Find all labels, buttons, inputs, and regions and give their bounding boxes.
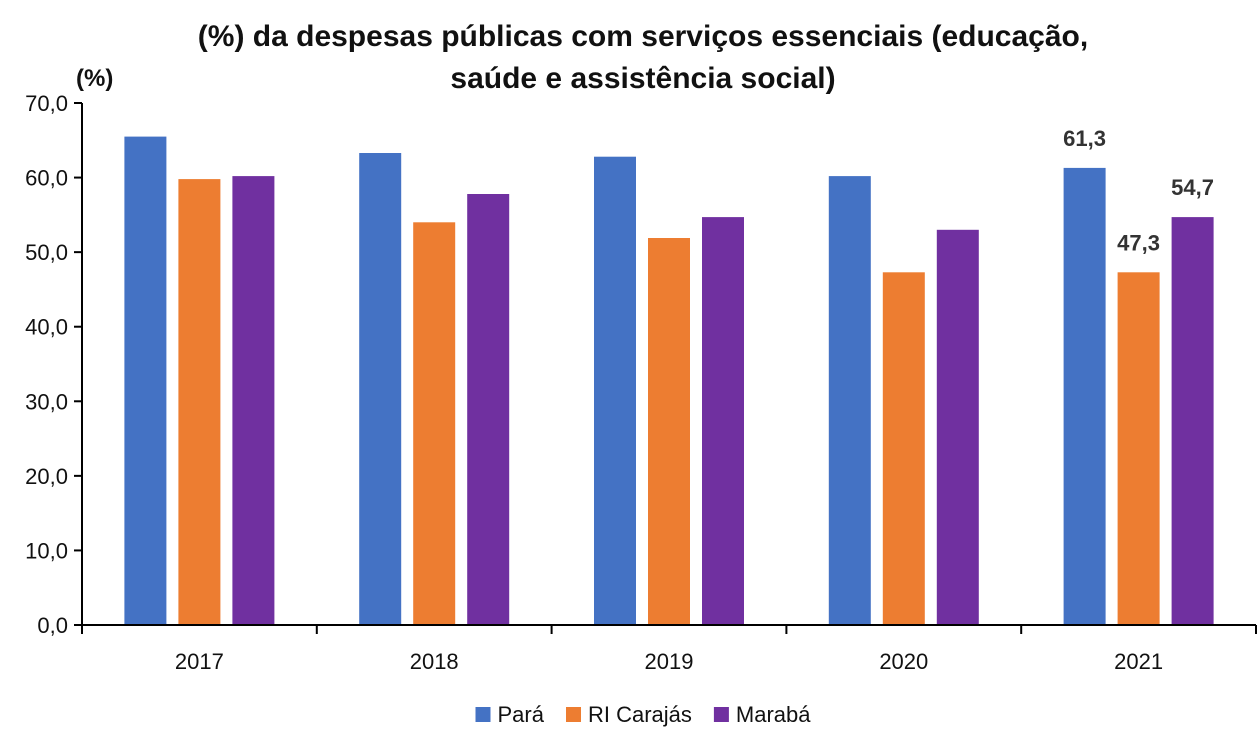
bar-para-2019 (594, 156, 636, 625)
bar-ri-carajas-2021 (1117, 272, 1160, 625)
data-labels: 61,3 47,3 54,7 (1063, 126, 1214, 255)
bar-para-2017 (124, 136, 167, 625)
x-tick-label-2017: 2017 (175, 649, 224, 674)
bar-para-2021 (1063, 167, 1106, 625)
y-axis-ticks: 0,0 10,0 20,0 30,0 40,0 50,0 60,0 70,0 (25, 91, 82, 638)
bar-maraba-2020 (936, 229, 979, 626)
legend-label-ri-carajas: RI Carajás (588, 702, 692, 727)
y-tick-label: 0,0 (37, 613, 68, 638)
bar-maraba-2021 (1171, 217, 1214, 625)
bar-ri-carajas-2017 (178, 179, 221, 625)
y-tick-label: 10,0 (25, 538, 68, 563)
bar-maraba-2018 (467, 194, 510, 625)
x-tick-label-2020: 2020 (879, 649, 928, 674)
legend: Pará RI Carajás Marabá (475, 702, 811, 727)
y-tick-label: 20,0 (25, 464, 68, 489)
x-tick-label-2021: 2021 (1114, 649, 1163, 674)
chart-title-line-1: (%) da despesas públicas com serviços es… (198, 20, 1088, 53)
bar-para-2020 (828, 176, 871, 625)
y-tick-label: 70,0 (25, 91, 68, 116)
x-axis-ticks: 2017 2018 2019 2020 2021 (175, 649, 1163, 674)
data-label-ri-carajas-2021: 47,3 (1117, 230, 1160, 255)
data-label-para-2021: 61,3 (1063, 126, 1106, 151)
x-tick-label-2018: 2018 (410, 649, 459, 674)
y-tick-label: 30,0 (25, 389, 68, 414)
legend-swatch-ri-carajas (566, 707, 581, 722)
bar-ri-carajas-2020 (882, 272, 925, 625)
axes (81, 103, 1257, 634)
y-axis-label: (%) (76, 65, 113, 92)
legend-swatch-maraba (713, 707, 729, 722)
bar-ri-carajas-2018 (413, 222, 456, 626)
legend-label-maraba: Marabá (736, 702, 811, 727)
data-label-maraba-2021: 54,7 (1171, 175, 1214, 200)
bar-ri-carajas-2019 (648, 238, 690, 625)
bar-maraba-2019 (702, 217, 744, 625)
legend-swatch-para (475, 707, 491, 722)
x-tick-label-2019: 2019 (645, 649, 694, 674)
y-tick-label: 50,0 (25, 240, 68, 265)
legend-label-para: Pará (498, 702, 545, 727)
bar-maraba-2017 (232, 176, 275, 625)
chart-title: (%) da despesas públicas com serviços es… (198, 20, 1088, 95)
y-tick-label: 40,0 (25, 315, 68, 340)
y-tick-label: 60,0 (25, 166, 68, 191)
chart-title-line-2: saúde e assistência social) (450, 62, 835, 95)
bars (124, 136, 1214, 626)
bar-para-2018 (359, 153, 402, 625)
